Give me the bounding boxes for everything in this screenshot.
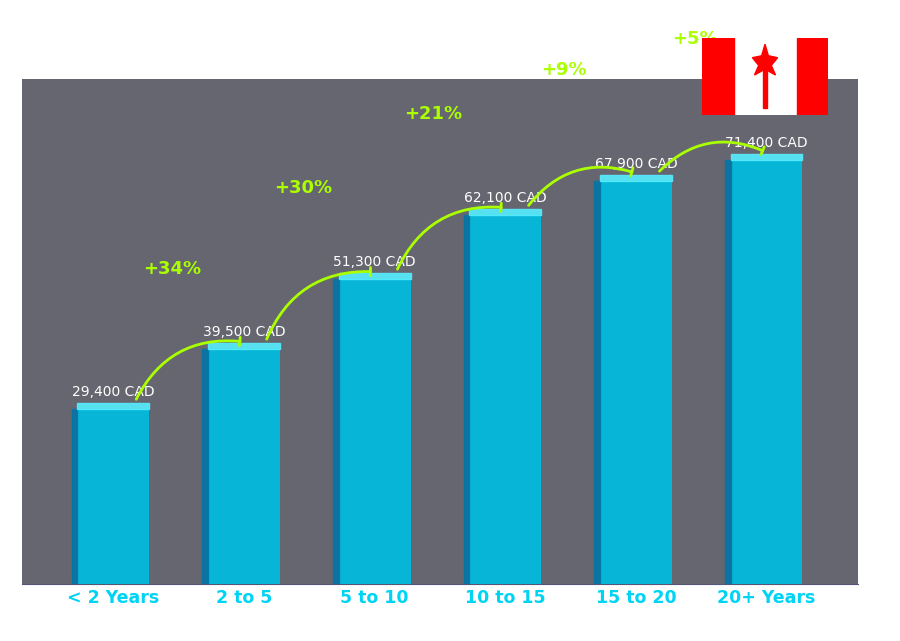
Text: Grant Writer: Grant Writer xyxy=(14,46,125,64)
Text: Average Yearly Salary: Average Yearly Salary xyxy=(860,253,873,388)
Bar xyxy=(731,160,803,584)
Bar xyxy=(724,160,731,584)
Bar xyxy=(796,38,828,115)
Bar xyxy=(470,209,541,215)
Bar xyxy=(77,403,149,410)
Bar xyxy=(338,273,410,279)
Polygon shape xyxy=(763,69,767,108)
Bar xyxy=(731,154,803,160)
Text: salaryexplorer.com: salaryexplorer.com xyxy=(371,617,529,635)
Text: +5%: +5% xyxy=(672,29,717,48)
Text: +34%: +34% xyxy=(143,260,202,278)
Text: 71,400 CAD: 71,400 CAD xyxy=(725,136,808,150)
Text: 67,900 CAD: 67,900 CAD xyxy=(595,156,678,171)
Bar xyxy=(333,279,338,584)
Bar xyxy=(208,344,280,349)
Bar xyxy=(208,349,280,584)
Text: +30%: +30% xyxy=(274,179,332,197)
Text: +21%: +21% xyxy=(404,105,463,123)
Text: Salary Comparison By Experience: Salary Comparison By Experience xyxy=(14,13,513,40)
Bar xyxy=(470,215,541,584)
Bar xyxy=(600,181,672,584)
Text: 62,100 CAD: 62,100 CAD xyxy=(464,191,546,205)
Text: 51,300 CAD: 51,300 CAD xyxy=(333,255,416,269)
Text: salary: salary xyxy=(381,617,438,635)
Bar xyxy=(594,181,600,584)
Text: +9%: +9% xyxy=(541,61,587,79)
Bar xyxy=(702,38,733,115)
Polygon shape xyxy=(752,44,778,75)
Bar xyxy=(72,410,77,584)
Text: 39,500 CAD: 39,500 CAD xyxy=(202,325,285,339)
Text: 29,400 CAD: 29,400 CAD xyxy=(72,385,155,399)
Bar xyxy=(464,215,470,584)
Bar xyxy=(600,174,672,181)
Bar xyxy=(338,279,410,584)
Bar xyxy=(77,410,149,584)
Bar xyxy=(202,349,208,584)
